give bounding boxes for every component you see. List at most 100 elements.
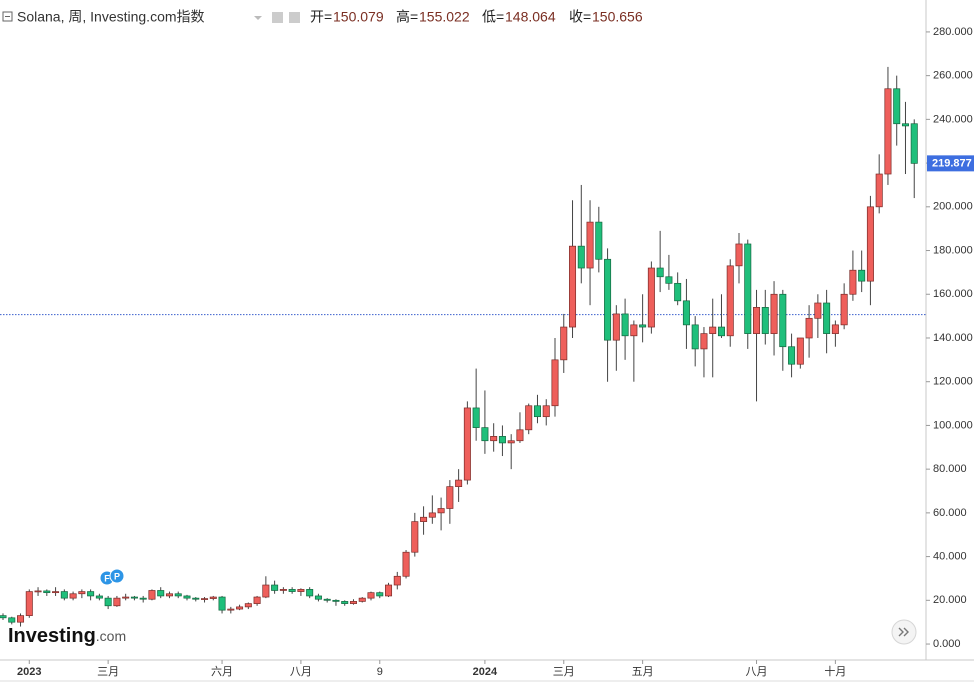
candle-body	[288, 589, 296, 592]
candle-body	[612, 313, 620, 341]
settings-icon[interactable]	[289, 12, 300, 23]
y-tick-label: 160.000	[933, 288, 973, 300]
scroll-button[interactable]	[891, 619, 917, 645]
candle-body	[665, 276, 673, 284]
candle-body	[560, 326, 568, 361]
candle-body	[192, 597, 200, 600]
candle-body	[735, 243, 743, 267]
y-tick-label: 80.000	[933, 463, 967, 475]
dropdown-arrow[interactable]	[254, 16, 262, 20]
candle-body	[244, 603, 252, 608]
y-tick-label: 280.000	[933, 26, 973, 38]
candle-body	[165, 593, 173, 597]
candle-body	[209, 596, 217, 599]
legend-value: 148.064	[505, 9, 556, 25]
candle-body	[831, 324, 839, 334]
candle-body	[884, 88, 892, 175]
y-tick-label: 60.000	[933, 507, 967, 519]
candle-body	[726, 265, 734, 337]
scroll-icon	[898, 627, 904, 637]
candle-body	[604, 258, 612, 341]
plot-area	[0, 66, 926, 627]
x-tick-label: 十月	[824, 664, 846, 678]
candle-body	[323, 598, 331, 601]
candle-body	[69, 593, 77, 599]
candle-body	[647, 267, 655, 328]
candle-body	[779, 293, 787, 348]
candle-body	[78, 591, 86, 595]
last-price-label: 219.877	[932, 157, 972, 169]
ohlc-legend: 开= 150.079 高= 155.022 低= 148.064 收= 150.656	[310, 9, 643, 25]
candle-body	[788, 346, 796, 365]
x-tick-label: 2023	[17, 666, 41, 678]
candle-body	[682, 300, 690, 326]
candle-body	[490, 436, 498, 442]
candle-body	[25, 591, 33, 616]
candle-body	[717, 326, 725, 337]
y-tick-label: 40.000	[933, 551, 967, 563]
candle-body	[385, 584, 393, 597]
candle-body	[569, 245, 577, 328]
candle-body	[148, 590, 156, 600]
candle-body	[753, 307, 761, 334]
candle-body	[849, 269, 857, 295]
candle-body	[279, 589, 287, 591]
candle-body	[498, 436, 506, 444]
candle-body	[95, 595, 103, 599]
y-tick-label: 20.000	[933, 594, 967, 606]
candle-body	[709, 326, 717, 334]
candle-body	[700, 333, 708, 350]
y-tick-label: 140.000	[933, 332, 973, 344]
legend-label: 收=	[569, 9, 591, 25]
candle-body	[621, 313, 629, 337]
candle-body	[34, 590, 42, 593]
candle-body	[411, 521, 419, 553]
scroll-icon	[903, 627, 909, 637]
y-tick-label: 0.000	[933, 638, 961, 650]
candle-body	[314, 595, 322, 600]
settings-icon[interactable]	[272, 12, 283, 23]
candle-body	[157, 590, 165, 597]
candle-body	[551, 359, 559, 407]
x-tick-label: 八月	[746, 666, 768, 678]
candle-body	[420, 516, 428, 522]
x-tick-label: 三月	[97, 666, 119, 678]
candle-body	[744, 243, 752, 334]
y-tick-label: 240.000	[933, 113, 973, 125]
candle-body	[770, 293, 778, 334]
candle-body	[130, 596, 138, 599]
candle-body	[858, 269, 866, 282]
candle-body	[901, 123, 909, 127]
candle-body	[297, 589, 305, 592]
event-marker[interactable]	[109, 568, 125, 584]
candle-body	[507, 440, 515, 444]
collapse-icon[interactable]	[2, 11, 13, 22]
legend-label: 高=	[396, 9, 418, 25]
candle-body	[236, 606, 244, 610]
candle-body	[218, 596, 226, 611]
candle-body	[866, 206, 874, 282]
candle-body	[577, 245, 585, 269]
candle-body	[358, 597, 366, 602]
event-label: F	[104, 573, 110, 583]
candle-body	[823, 302, 831, 334]
candle-body	[472, 407, 480, 428]
candle-body	[630, 324, 638, 337]
candle-body	[174, 593, 182, 597]
x-tick-label: 六月	[211, 665, 233, 678]
x-tick-label: 2024	[473, 666, 498, 678]
y-tick-label: 180.000	[933, 244, 973, 256]
candle-body	[761, 307, 769, 334]
logo-main: Investing	[8, 625, 96, 647]
candle-body	[271, 584, 279, 591]
candle-body	[586, 221, 594, 269]
candle-body	[122, 596, 130, 599]
y-tick-label: 200.000	[933, 201, 973, 213]
candle-body	[87, 591, 95, 597]
y-tick-label: 120.000	[933, 376, 973, 388]
candle-body	[367, 592, 375, 599]
candle-body	[805, 317, 813, 339]
candle-body	[796, 337, 804, 365]
candle-body	[201, 598, 209, 600]
candle-body	[60, 591, 68, 599]
